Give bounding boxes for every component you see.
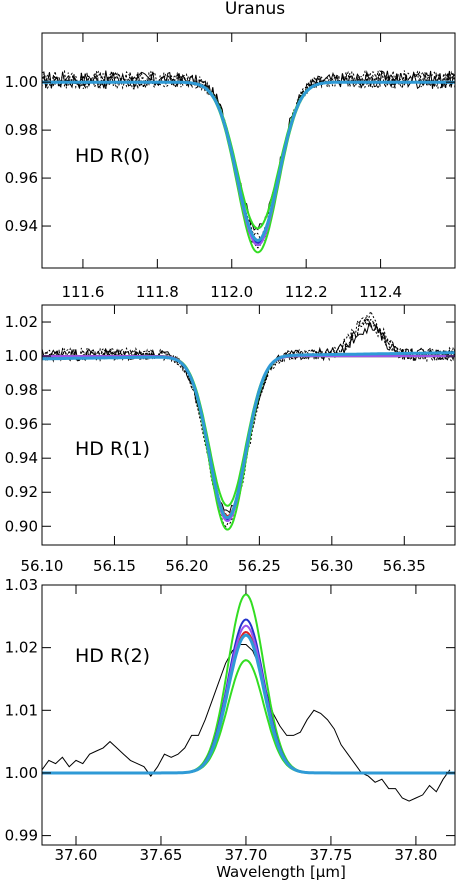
y-tick-label: 0.90 <box>5 517 38 535</box>
x-tick-label: 37.70 <box>224 846 267 864</box>
x-axis-label-end: ] <box>340 863 346 881</box>
x-axis-label-text: Wavelength [ <box>216 863 316 881</box>
plot-area-3 <box>42 593 455 802</box>
observed-spectrum-3 <box>42 314 455 521</box>
y-tick-label: 0.96 <box>5 415 38 433</box>
x-tick-label: 56.15 <box>93 557 136 575</box>
y-tick-label: 1.01 <box>5 701 38 719</box>
figure-title: Uranus <box>225 0 285 19</box>
line-label-3: HD R(2) <box>75 645 150 667</box>
model-curve-3 <box>42 618 455 774</box>
y-tick-label: 0.98 <box>5 121 38 139</box>
y-tick-label: 1.00 <box>5 764 38 782</box>
x-tick-label: 37.75 <box>309 846 352 864</box>
observed-spectrum-1 <box>42 322 455 514</box>
plot-area-1 <box>42 69 455 254</box>
x-tick-label: 37.65 <box>139 846 182 864</box>
observed-spectrum <box>42 644 451 802</box>
x-tick-label: 37.60 <box>55 846 98 864</box>
x-tick-label: 112.0 <box>210 283 253 301</box>
x-tick-label: 56.10 <box>21 557 64 575</box>
y-tick-label: 0.98 <box>5 381 38 399</box>
model-curve-6 <box>42 633 455 775</box>
y-tick-label: 0.94 <box>5 217 38 235</box>
x-tick-label: 56.30 <box>310 557 353 575</box>
plot-frame-1 <box>41 32 456 269</box>
y-tick-label: 0.94 <box>5 449 38 467</box>
plot-area-2 <box>42 310 455 531</box>
y-tick-label: 1.02 <box>5 639 38 657</box>
x-tick-label: 56.35 <box>383 557 426 575</box>
y-tick-label: 1.00 <box>5 347 38 365</box>
y-tick-label: 1.03 <box>5 576 38 594</box>
x-tick-label: 56.20 <box>165 557 208 575</box>
panel-3: 37.60 37.65 37.70 37.75 37.80 0.99 1.00 1.01 1.0… <box>5 576 456 864</box>
x-tick-label: 112.2 <box>285 283 328 301</box>
model-curve-2 <box>42 659 455 774</box>
plot-frame-3 <box>41 584 456 846</box>
y-tick-label: 1.02 <box>5 313 38 331</box>
x-axis-label-unit: μm <box>316 863 340 881</box>
model-curve-6 <box>42 351 455 520</box>
x-axis-label: Wavelength [μm] <box>216 863 346 881</box>
y-tick-label: 1.00 <box>5 73 38 91</box>
plot-frame-2 <box>41 304 456 546</box>
y-tick-label: 0.96 <box>5 169 38 187</box>
y-tick-label: 0.92 <box>5 483 38 501</box>
panel-2: 56.10 56.15 56.20 56.25 56.30 56.35 0.90 0.92 0.… <box>5 304 456 575</box>
line-label-1: HD R(0) <box>75 145 150 167</box>
x-tick-label: 112.4 <box>359 283 402 301</box>
x-tick-label: 56.25 <box>238 557 281 575</box>
y-tick-label: 0.99 <box>5 827 38 845</box>
model-curve-6 <box>42 80 455 242</box>
x-tick-label: 111.6 <box>61 283 104 301</box>
x-tick-label: 37.80 <box>394 846 437 864</box>
panel-1: 111.6 111.8 112.0 112.2 112.4 0.94 0.96 0.98 1.0… <box>5 32 456 301</box>
line-label-2: HD R(1) <box>75 438 150 460</box>
x-tick-label: 111.8 <box>136 283 179 301</box>
